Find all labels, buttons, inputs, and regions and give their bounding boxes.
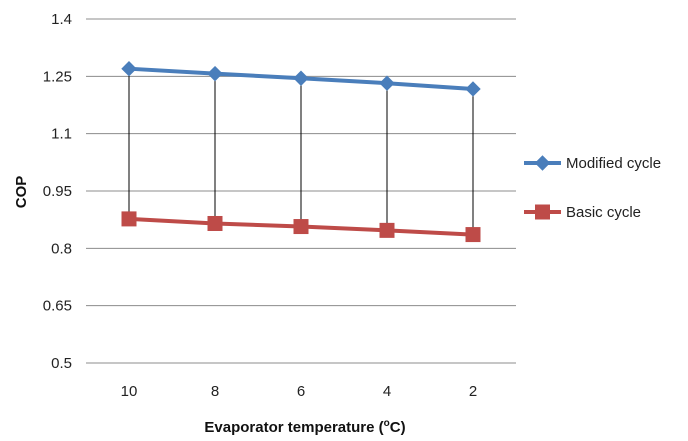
x-tick-label: 6 [297, 383, 305, 400]
data-point [121, 60, 137, 77]
data-point [465, 227, 481, 243]
legend-marker [534, 155, 551, 171]
y-tick-label: 1.4 [51, 11, 72, 28]
data-point [207, 215, 223, 231]
series-basic-cycle [121, 211, 481, 243]
y-tick-label: 1.25 [43, 68, 72, 85]
y-tick-labels: 1.4 1.25 1.1 0.95 0.8 0.65 0.5 [43, 11, 72, 372]
data-point [379, 75, 395, 91]
y-axis-title: COP [13, 176, 30, 209]
x-tick-labels: 10 8 6 4 2 [121, 383, 478, 400]
legend-label: Basic cycle [566, 204, 641, 221]
high-low-lines [128, 68, 474, 235]
x-tick-label: 4 [383, 383, 391, 400]
x-tick-label: 2 [469, 383, 477, 400]
x-axis-title: Evaporator temperature (oC) [204, 418, 405, 436]
data-point [121, 211, 137, 227]
data-point [379, 222, 395, 238]
x-axis-title-suffix: C) [390, 419, 406, 436]
legend-item: Modified cycle [524, 155, 661, 172]
y-tick-label: 0.95 [43, 183, 72, 200]
legend-marker [535, 204, 550, 220]
series [121, 60, 481, 243]
x-axis-title-superscript: o [384, 418, 390, 429]
legend-label: Modified cycle [566, 155, 661, 172]
data-point [207, 65, 223, 82]
y-tick-label: 0.65 [43, 298, 72, 315]
y-tick-label: 0.8 [51, 240, 72, 257]
data-point [293, 70, 309, 86]
y-tick-label: 1.1 [51, 126, 72, 143]
y-tick-label: 0.5 [51, 355, 72, 372]
legend: Modified cycle Basic cycle [524, 155, 661, 221]
series-modified-cycle [121, 60, 481, 97]
x-axis-title-prefix: Evaporator temperature ( [204, 419, 383, 436]
x-tick-label: 8 [211, 383, 219, 400]
data-point [465, 81, 481, 97]
data-point [293, 219, 309, 235]
x-tick-label: 10 [121, 383, 138, 400]
legend-item: Basic cycle [524, 204, 641, 221]
